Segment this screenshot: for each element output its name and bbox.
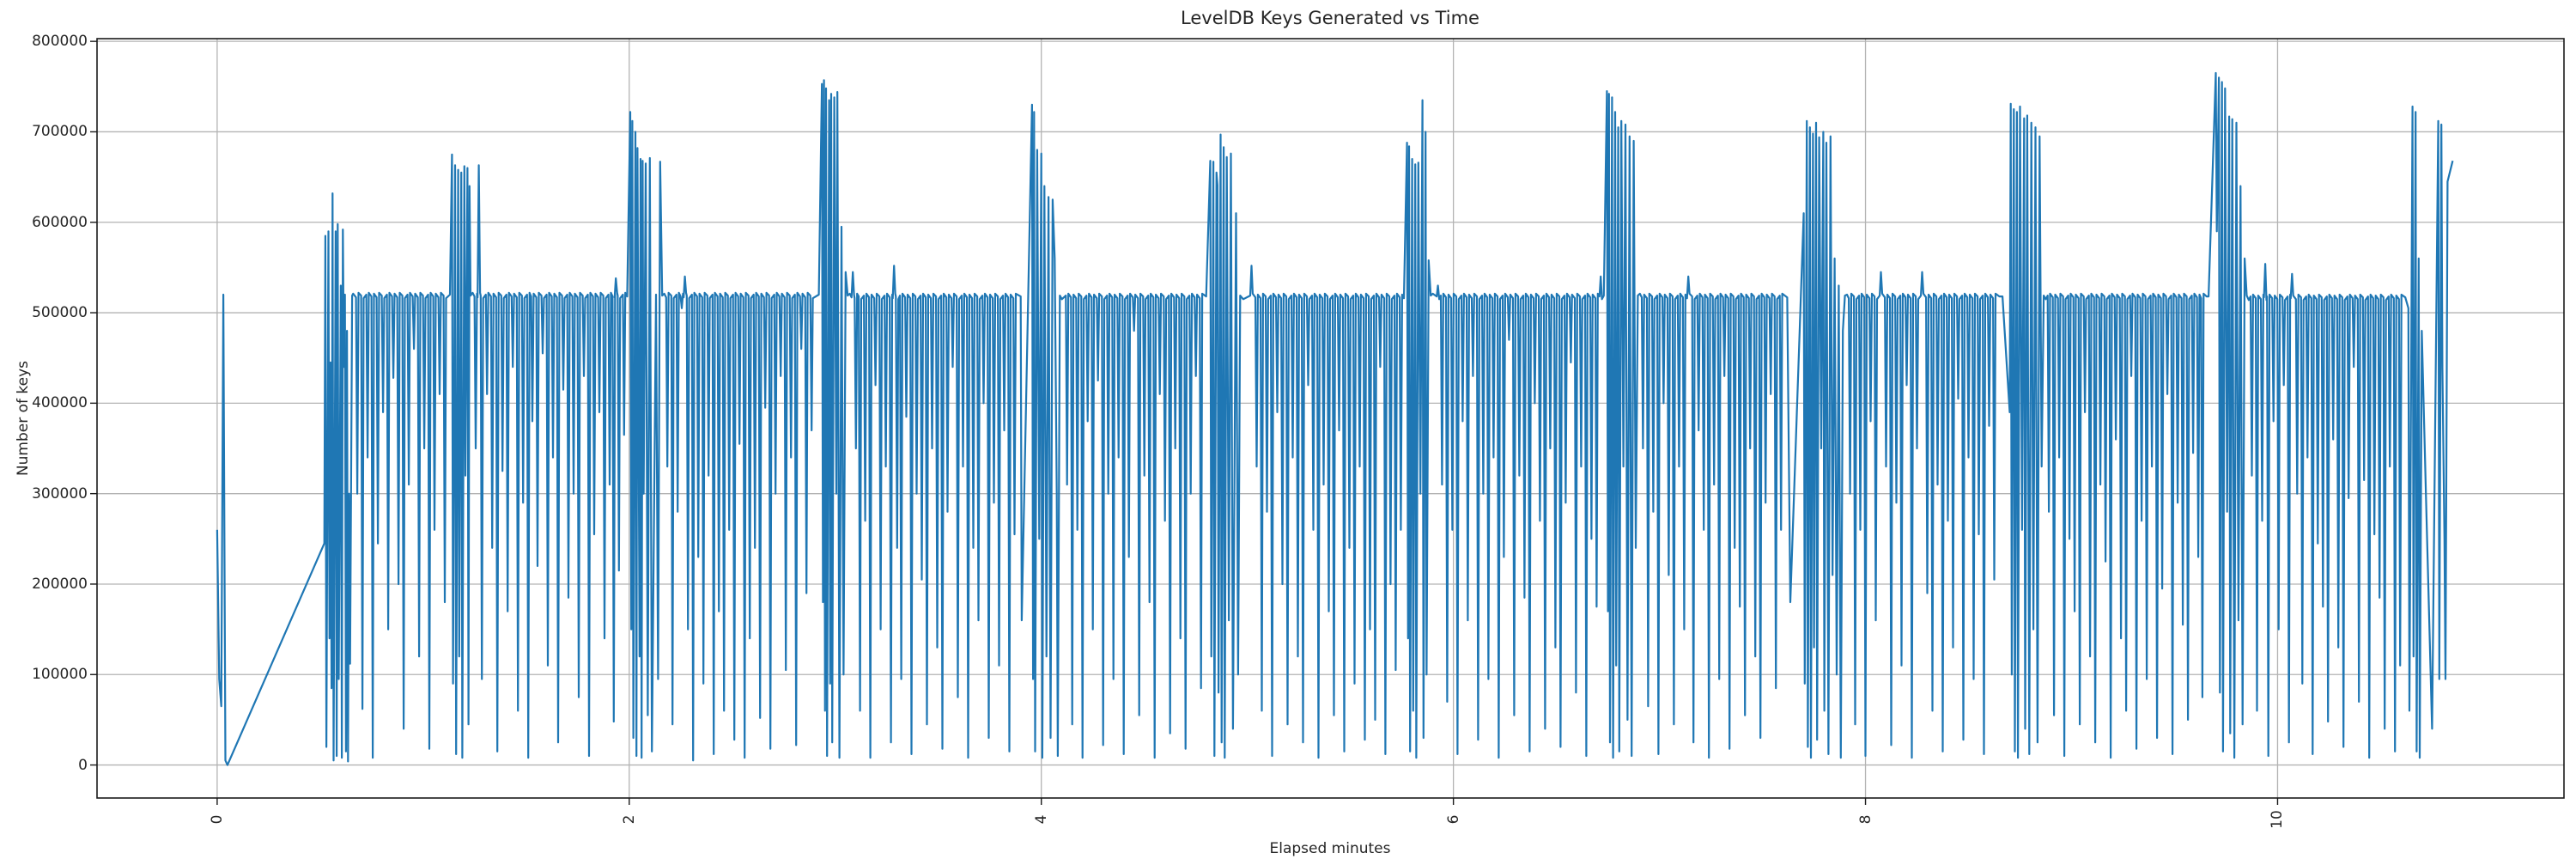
y-tick-label: 300000 xyxy=(32,484,88,503)
x-tick-label: 10 xyxy=(2269,810,2287,829)
y-tick-label: 800000 xyxy=(32,33,88,51)
y-tick-label: 200000 xyxy=(32,575,88,593)
axes-spines xyxy=(96,38,2565,799)
y-tick-label: 0 xyxy=(78,756,88,774)
x-tick-label: 2 xyxy=(620,814,638,825)
y-tick-label: 600000 xyxy=(32,213,88,231)
y-tick-label: 400000 xyxy=(32,394,88,412)
x-tick-label: 6 xyxy=(1444,814,1462,825)
tick-marks xyxy=(90,40,2279,805)
data-series-line xyxy=(216,71,2454,766)
x-tick-label: 0 xyxy=(208,814,226,825)
y-tick-label: 700000 xyxy=(32,123,88,141)
x-tick-label: 4 xyxy=(1032,814,1050,825)
series-layer xyxy=(216,71,2454,766)
y-tick-label: 100000 xyxy=(32,666,88,684)
y-tick-label: 500000 xyxy=(32,304,88,322)
x-axis-label: Elapsed minutes xyxy=(1269,840,1391,857)
chart-title: LevelDB Keys Generated vs Time xyxy=(1181,8,1479,28)
y-axis-label: Number of keys xyxy=(15,360,32,477)
x-tick-label: 8 xyxy=(1856,814,1874,825)
